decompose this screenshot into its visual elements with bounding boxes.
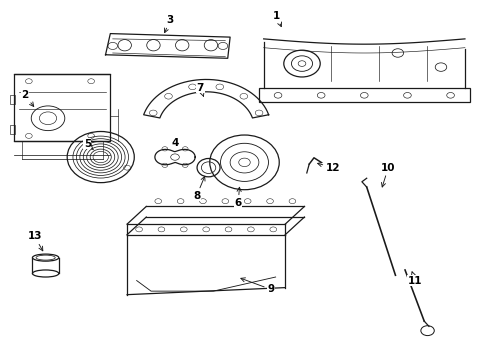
Text: 4: 4	[171, 138, 178, 148]
Text: 5: 5	[83, 139, 93, 150]
Text: 9: 9	[241, 278, 274, 294]
Text: 11: 11	[407, 272, 422, 285]
Text: 2: 2	[21, 90, 34, 107]
Bar	[10, 95, 16, 104]
Text: 3: 3	[164, 15, 174, 33]
Bar	[10, 125, 16, 134]
Text: 7: 7	[196, 82, 203, 96]
Text: 10: 10	[380, 163, 395, 187]
Text: 8: 8	[193, 176, 204, 201]
Text: 1: 1	[272, 11, 281, 27]
Text: 6: 6	[234, 187, 242, 208]
Text: 12: 12	[317, 162, 340, 173]
Text: 13: 13	[27, 231, 43, 251]
